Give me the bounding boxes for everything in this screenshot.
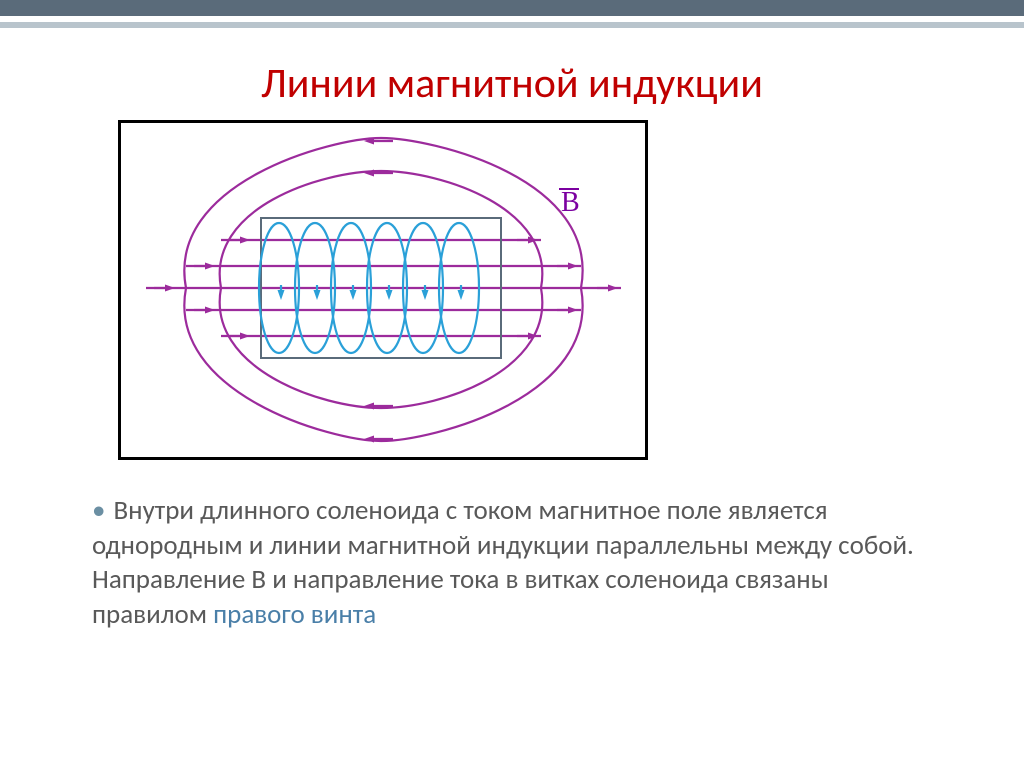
slide-title: Линии магнитной индукции: [0, 58, 1024, 109]
body-text: •Внутри длинного соленоида с током магни…: [92, 494, 932, 632]
bullet-dot: •: [92, 494, 105, 527]
link-right-screw-rule: правого винта: [213, 598, 376, 631]
solenoid-diagram: B: [121, 123, 645, 457]
decor-bar-primary: [0, 0, 1024, 16]
decor-bar-secondary: [0, 22, 1024, 28]
svg-text:B: B: [561, 187, 580, 218]
slide: Линии магнитной индукции B •Внутри длинн…: [0, 0, 1024, 767]
diagram-container: B: [118, 120, 648, 460]
